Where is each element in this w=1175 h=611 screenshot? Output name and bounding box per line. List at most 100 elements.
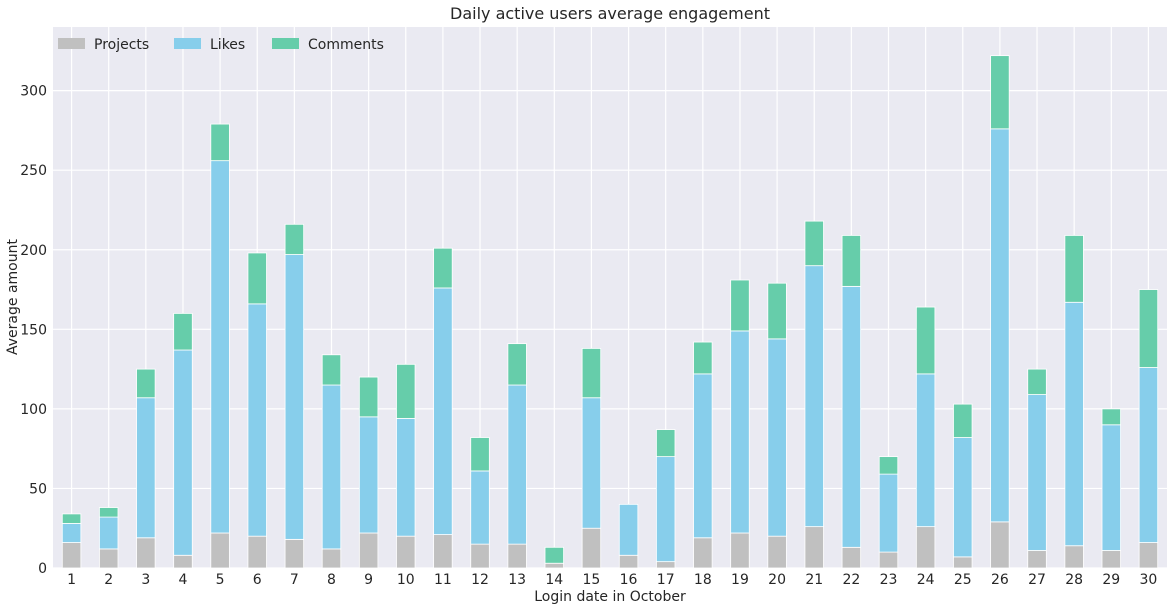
bar-projects-day-13: [507, 543, 527, 569]
chart-title: Daily active users average engagement: [450, 4, 770, 23]
y-tick-labels: 0 50 100 150 200 250 300: [20, 84, 47, 577]
x-tick-label: 4: [179, 572, 188, 588]
legend-label-comments: Comments: [308, 37, 384, 53]
bar-projects-day-28: [1064, 545, 1084, 569]
y-tick-label: 200: [20, 243, 47, 259]
bar-comments-day-4: [173, 313, 193, 351]
bar-likes-day-19: [730, 330, 750, 534]
bar-projects-day-30: [1138, 542, 1159, 569]
x-tick-label: 7: [290, 572, 299, 588]
bar-projects-day-4: [173, 554, 193, 569]
bar-likes-day-1: [61, 523, 82, 543]
bar-comments-day-25: [953, 403, 973, 438]
bar-comments-day-6: [247, 252, 267, 305]
x-tick-label: 11: [434, 572, 452, 588]
legend-swatch-likes: [174, 38, 201, 49]
y-tick-label: 50: [29, 481, 47, 497]
bar-comments-day-28: [1064, 235, 1084, 303]
bar-projects-day-18: [693, 537, 713, 569]
bar-likes-day-22: [841, 285, 862, 548]
bar-projects-day-3: [136, 537, 156, 569]
bar-likes-day-10: [396, 418, 416, 537]
bar-likes-day-28: [1064, 301, 1084, 547]
bar-projects-day-9: [358, 532, 379, 569]
x-tick-label: 19: [731, 572, 749, 588]
x-tick-label: 27: [1028, 572, 1046, 588]
bar-likes-day-15: [581, 397, 602, 529]
bar-likes-day-6: [247, 303, 267, 537]
bar-projects-day-26: [990, 521, 1010, 569]
bar-comments-day-9: [358, 376, 379, 418]
bar-comments-day-20: [767, 282, 787, 340]
bar-comments-day-18: [693, 341, 713, 375]
x-tick-label: 16: [620, 572, 638, 588]
bar-projects-day-19: [730, 532, 750, 569]
bar-comments-day-5: [210, 123, 230, 162]
bar-projects-day-22: [841, 546, 862, 569]
x-tick-label: 20: [768, 572, 786, 588]
bar-comments-day-1: [61, 513, 82, 524]
bar-projects-day-24: [915, 526, 936, 569]
bar-projects-day-27: [1027, 550, 1047, 569]
x-tick-label: 1: [67, 572, 76, 588]
bar-likes-day-3: [136, 397, 156, 539]
bar-likes-day-4: [173, 349, 193, 556]
x-tick-label: 5: [216, 572, 225, 588]
bar-projects-day-16: [618, 554, 639, 569]
x-tick-label: 17: [657, 572, 675, 588]
y-tick-label: 0: [38, 561, 47, 577]
bar-likes-day-29: [1101, 424, 1121, 551]
x-tick-label: 3: [141, 572, 150, 588]
bar-comments-day-22: [841, 235, 862, 287]
x-tick-label: 2: [104, 572, 113, 588]
bar-likes-day-5: [210, 160, 230, 534]
bar-likes-day-13: [507, 384, 527, 545]
y-tick-label: 150: [20, 322, 47, 338]
bar-comments-day-19: [730, 279, 750, 332]
bar-likes-day-27: [1027, 394, 1047, 551]
x-tick-label: 29: [1102, 572, 1120, 588]
legend-swatch-comments: [272, 38, 299, 49]
x-tick-label: 23: [880, 572, 898, 588]
legend-label-projects: Projects: [94, 37, 149, 53]
bars-group: [61, 55, 1159, 569]
bar-projects-day-2: [99, 548, 119, 569]
bar-likes-day-25: [953, 437, 973, 558]
legend-label-likes: Likes: [210, 37, 245, 53]
bar-comments-day-10: [396, 363, 416, 419]
bar-likes-day-9: [358, 416, 379, 534]
bar-projects-day-17: [656, 561, 676, 569]
y-tick-label: 300: [20, 84, 47, 100]
bar-likes-day-18: [693, 373, 713, 539]
bar-projects-day-25: [953, 556, 973, 569]
x-tick-labels: 1 2 3 4 5 6 7 8 9 10 11 12 13 14 15 16 17 18 19 20 21 22 23 24 2…: [67, 572, 1157, 588]
bar-likes-day-16: [618, 503, 639, 556]
bar-projects-day-7: [284, 538, 305, 569]
legend: Projects Likes Comments: [58, 37, 384, 53]
bar-comments-day-12: [470, 437, 490, 472]
bar-comments-day-23: [878, 456, 899, 475]
x-tick-label: 13: [508, 572, 526, 588]
bar-comments-day-17: [656, 429, 676, 458]
bar-projects-day-12: [470, 543, 490, 569]
y-tick-label: 250: [20, 163, 47, 179]
bar-comments-day-21: [804, 220, 824, 267]
legend-swatch-projects: [58, 38, 85, 49]
bar-projects-day-15: [581, 527, 602, 569]
x-tick-label: 6: [253, 572, 262, 588]
bar-likes-day-26: [990, 128, 1010, 523]
bar-comments-day-15: [581, 348, 602, 399]
bar-comments-day-24: [915, 306, 936, 375]
x-tick-label: 12: [471, 572, 489, 588]
bar-projects-day-1: [61, 542, 82, 569]
bar-comments-day-2: [99, 507, 119, 518]
bar-comments-day-26: [990, 55, 1010, 130]
bar-likes-day-21: [804, 265, 824, 528]
x-tick-label: 9: [364, 572, 373, 588]
bar-projects-day-5: [210, 532, 230, 569]
bar-projects-day-10: [396, 535, 416, 569]
bar-projects-day-6: [247, 535, 267, 569]
x-tick-label: 14: [545, 572, 563, 588]
bar-projects-day-21: [804, 526, 824, 569]
